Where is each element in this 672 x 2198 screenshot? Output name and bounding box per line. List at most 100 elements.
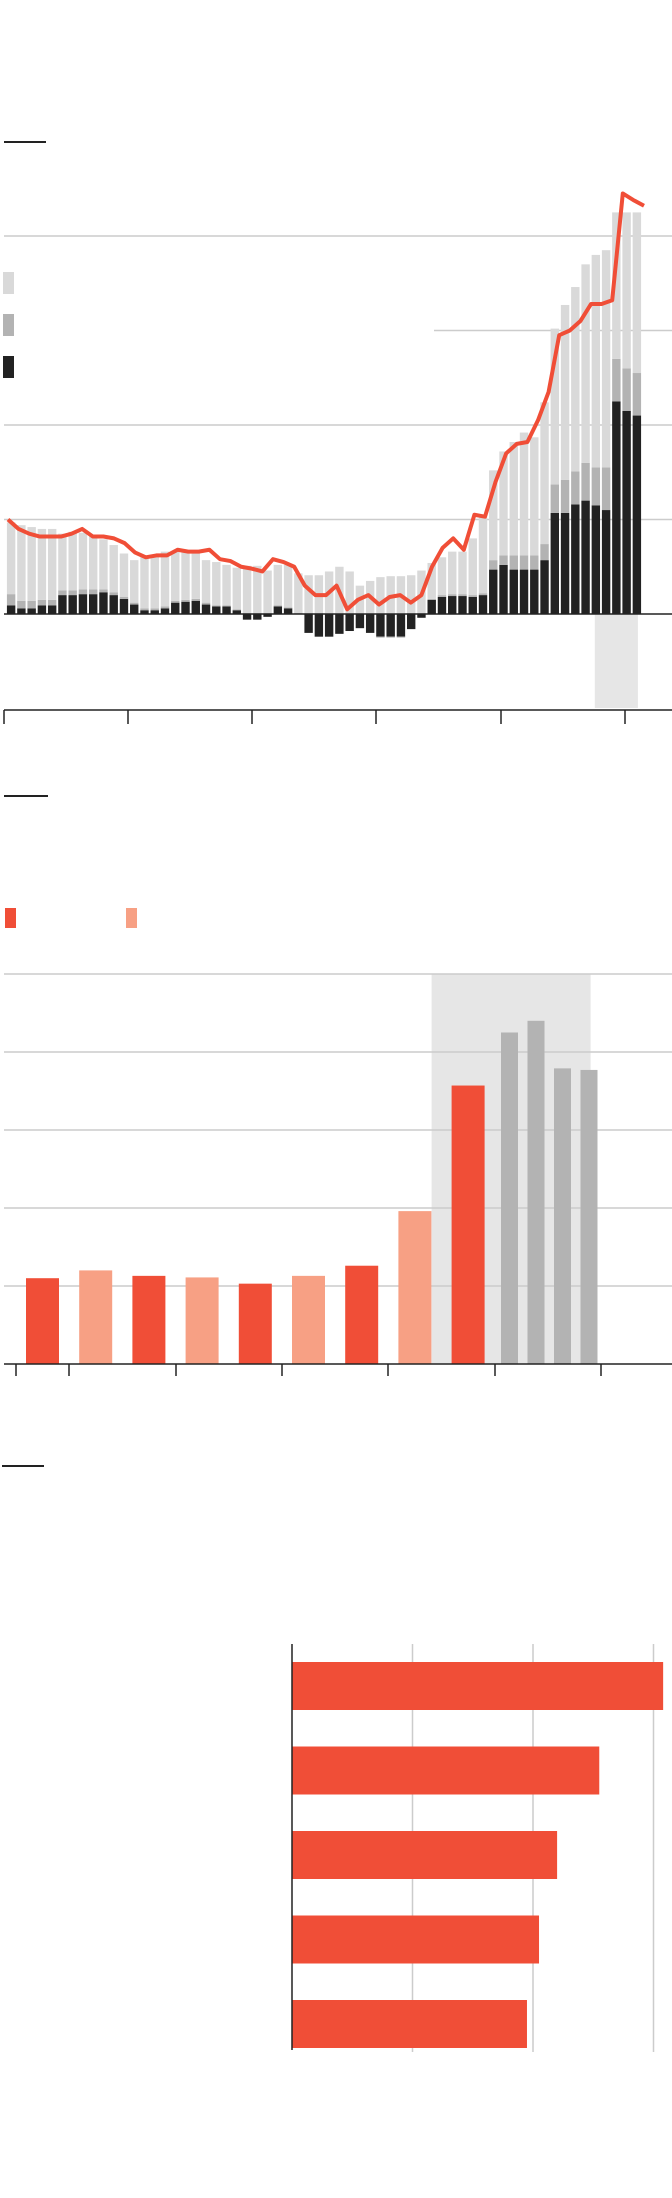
bar-segment bbox=[68, 590, 77, 596]
bar bbox=[580, 1069, 598, 1364]
bar-segment bbox=[58, 590, 67, 596]
bar-segment bbox=[99, 539, 108, 590]
bar-segment bbox=[222, 606, 231, 614]
bar-segment bbox=[468, 595, 477, 597]
bar-segment bbox=[99, 592, 108, 614]
bar-segment bbox=[109, 545, 118, 593]
overlay-line bbox=[6, 191, 645, 612]
bar-segment bbox=[119, 553, 129, 597]
bar-segment bbox=[489, 569, 498, 614]
bar-segment bbox=[499, 564, 508, 614]
bar-segment bbox=[88, 536, 98, 590]
bar-segment bbox=[47, 605, 57, 614]
bar-segment bbox=[17, 600, 26, 609]
bar-segment bbox=[191, 600, 200, 614]
bar-segment bbox=[406, 614, 416, 630]
bar-segment bbox=[130, 604, 139, 614]
bar-segment bbox=[519, 555, 529, 570]
bar-segment bbox=[201, 602, 211, 605]
bar-segment bbox=[283, 607, 293, 609]
bar-segment bbox=[396, 614, 406, 637]
bar-segment bbox=[171, 600, 180, 603]
bar-segment bbox=[581, 264, 590, 463]
bar-segment bbox=[560, 479, 570, 513]
bar-segment bbox=[591, 505, 601, 614]
bar-segment bbox=[212, 605, 221, 607]
bar-segment bbox=[263, 614, 272, 617]
bar-segment bbox=[550, 484, 560, 513]
bar-segment bbox=[294, 573, 303, 614]
bar-segment bbox=[427, 599, 436, 614]
bar-segment bbox=[99, 589, 108, 593]
bar-segment bbox=[386, 614, 395, 637]
legend-swatch-2 bbox=[3, 314, 14, 336]
bar-segment bbox=[499, 555, 508, 565]
bar-segment bbox=[478, 595, 488, 614]
bar bbox=[292, 1746, 600, 1795]
bar-segment bbox=[150, 608, 159, 611]
bar-segment bbox=[458, 551, 467, 595]
bar-segment bbox=[632, 212, 642, 374]
bar-segment bbox=[273, 606, 283, 614]
bar-segment bbox=[47, 599, 57, 606]
bar-segment bbox=[160, 606, 170, 609]
bar-segment bbox=[591, 467, 601, 506]
bar bbox=[292, 1915, 540, 1964]
bar-segment bbox=[78, 532, 88, 590]
bar-segment bbox=[212, 562, 221, 606]
forecast-shade bbox=[594, 614, 638, 708]
bar-segment bbox=[550, 512, 560, 614]
bar-segment bbox=[478, 593, 488, 596]
chart-stacked-with-line bbox=[3, 141, 672, 724]
bar-segment bbox=[171, 602, 180, 614]
bar-segment bbox=[560, 512, 570, 614]
bar-segment bbox=[130, 602, 139, 605]
legend-swatch-1 bbox=[5, 908, 16, 928]
chart-annual-bars bbox=[4, 795, 672, 1376]
bar-segment bbox=[314, 614, 324, 637]
bar-segment bbox=[150, 556, 159, 609]
bar-segment bbox=[191, 553, 200, 599]
bar-segment bbox=[386, 636, 395, 638]
bar-segment bbox=[232, 609, 242, 611]
bar-segment bbox=[17, 608, 26, 614]
bar-segment bbox=[468, 538, 477, 596]
legend-swatch-1 bbox=[3, 272, 14, 294]
bar-segment bbox=[119, 596, 129, 599]
bar-segment bbox=[273, 605, 283, 607]
bar-segment bbox=[37, 528, 47, 600]
bar-segment bbox=[376, 577, 385, 614]
bar-segment bbox=[242, 565, 252, 614]
bar bbox=[238, 1283, 272, 1364]
bar-segment bbox=[283, 608, 293, 614]
bar-segment bbox=[345, 614, 354, 632]
bar-segment bbox=[140, 610, 149, 614]
bar-segment bbox=[324, 614, 334, 637]
bar-segment bbox=[283, 564, 293, 608]
bar-segment bbox=[458, 594, 467, 597]
bar-segment bbox=[232, 610, 242, 614]
bar-segment bbox=[27, 600, 36, 609]
bar-segment bbox=[222, 564, 231, 606]
bar bbox=[79, 1270, 113, 1364]
bar-segment bbox=[253, 614, 262, 620]
bar-segment bbox=[417, 614, 426, 618]
bar bbox=[292, 1662, 664, 1710]
bar bbox=[132, 1275, 166, 1364]
bar bbox=[292, 1831, 558, 1879]
bar bbox=[185, 1277, 219, 1364]
bar-segment bbox=[78, 589, 88, 595]
bar-segment bbox=[622, 368, 631, 411]
bar-segment bbox=[27, 608, 36, 614]
bar-segment bbox=[253, 565, 262, 614]
bar-segment bbox=[571, 471, 580, 505]
bar-segment bbox=[88, 589, 98, 595]
bar-segment bbox=[612, 401, 621, 614]
bar-segment bbox=[37, 599, 47, 606]
bar-segment bbox=[376, 636, 385, 638]
bar-segment bbox=[304, 575, 313, 614]
bar-segment bbox=[181, 599, 190, 602]
bar-segment bbox=[427, 562, 436, 599]
bar-segment bbox=[530, 555, 539, 570]
bar bbox=[451, 1085, 485, 1364]
